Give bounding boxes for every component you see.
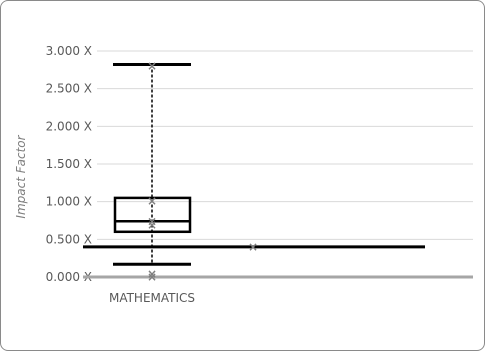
data-point-marker: × bbox=[147, 270, 157, 284]
data-point-marker: × bbox=[147, 194, 157, 208]
y-tick-label: 0.500 X bbox=[46, 232, 92, 246]
y-tick-label: 1.500 X bbox=[46, 157, 92, 171]
data-point-marker: × bbox=[147, 214, 157, 228]
y-tick-label: 2.000 X bbox=[46, 119, 92, 133]
y-axis-tick-labels: 0.000 X 0.500 X 1.000 X 1.500 X 2.000 X 2.500… bbox=[46, 44, 92, 284]
data-point-marker: × bbox=[147, 59, 157, 73]
data-point-marker: × bbox=[147, 218, 157, 232]
data-point-marker: × bbox=[147, 267, 157, 281]
x-axis-category-label: MATHEMATICS bbox=[109, 291, 195, 305]
y-tick-label: 1.000 X bbox=[46, 195, 92, 209]
gridlines bbox=[97, 50, 473, 240]
y-tick-label: 3.000 X bbox=[46, 44, 92, 58]
plot-area: ××××××× bbox=[83, 59, 473, 284]
box-iqr bbox=[113, 196, 192, 234]
y-axis-label: Impact Factor bbox=[14, 134, 28, 218]
y-tick-label: 0.000 X bbox=[46, 270, 92, 284]
reference-marker: × bbox=[248, 240, 258, 254]
y-tick-label: 2.500 X bbox=[46, 82, 92, 96]
